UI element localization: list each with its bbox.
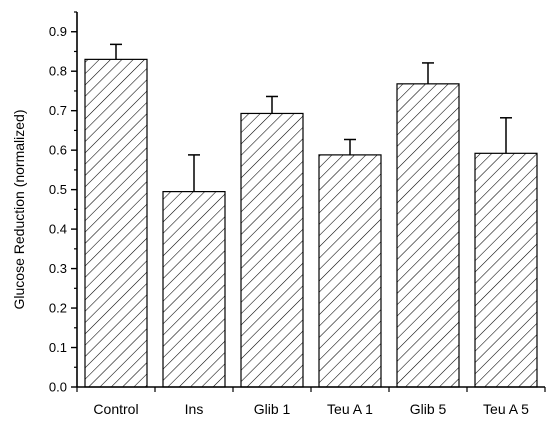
y-tick-label-0: 0.0 [49,380,67,395]
x-tick-label-2: Glib 1 [254,401,291,417]
y-tick-label-5: 0.5 [49,182,67,197]
bar-5 [474,152,538,388]
axes-group: Control Ins Glib 1 Teu A 1 Glib 5 Teu A 5 0.0 0… [49,11,546,417]
y-tick-label-4: 0.4 [49,222,67,237]
x-tick-label-1: Ins [185,401,204,417]
y-tick-label-1: 0.1 [49,340,67,355]
bar-3 [318,154,382,388]
y-tick-label-6: 0.6 [49,143,67,158]
x-tick-label-4: Glib 5 [410,401,447,417]
y-tick-label-7: 0.7 [49,103,67,118]
bar-4 [396,83,460,388]
bars-group [84,58,538,388]
x-tick-label-3: Teu A 1 [327,401,373,417]
y-tick-label-3: 0.3 [49,261,67,276]
bar-2 [240,112,304,388]
x-tick-label-0: Control [93,401,138,417]
error-bars-group [110,43,512,192]
x-tick-label-5: Teu A 5 [483,401,529,417]
y-axis-title: Glucose Reduction (normalized) [11,110,27,310]
bar-0 [84,58,148,388]
y-tick-label-9: 0.9 [49,24,67,39]
y-tick-label-8: 0.8 [49,64,67,79]
y-tick-label-2: 0.2 [49,301,67,316]
bar-1 [162,191,226,388]
